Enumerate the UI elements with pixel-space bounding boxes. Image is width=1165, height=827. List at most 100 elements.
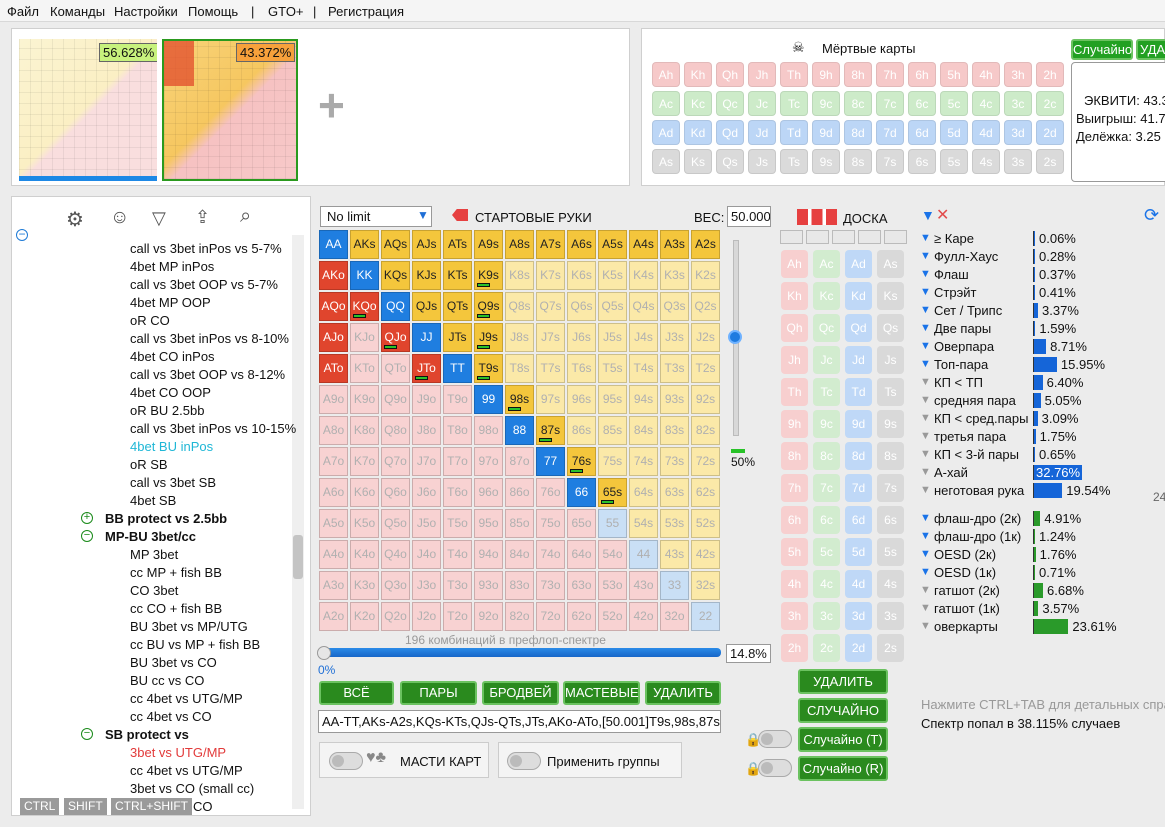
tree-item[interactable]: cc 4bet vs UTG/MP xyxy=(130,691,243,706)
board-card-5d[interactable]: 5d xyxy=(845,538,872,566)
filter-icon[interactable]: ▼ xyxy=(920,484,931,496)
filter-icon[interactable]: ▼ xyxy=(920,394,931,406)
hand-cell-T5s[interactable]: T5s xyxy=(598,354,627,383)
tree-item[interactable]: BU 3bet vs CO xyxy=(130,655,217,670)
board-card-Ac[interactable]: Ac xyxy=(813,250,840,278)
board-card-6c[interactable]: 6c xyxy=(813,506,840,534)
board-card-Ts[interactable]: Ts xyxy=(877,378,904,406)
hand-cell-93s[interactable]: 93s xyxy=(660,385,689,414)
board-card-Jh[interactable]: Jh xyxy=(781,346,808,374)
dead-card-Kc[interactable]: Kc xyxy=(684,91,712,116)
dead-card-Ad[interactable]: Ad xyxy=(652,120,680,145)
hand-cell-J2s[interactable]: J2s xyxy=(691,323,720,352)
hand-cell-J7o[interactable]: J7o xyxy=(412,447,441,476)
board-card-As[interactable]: As xyxy=(877,250,904,278)
board-card-3c[interactable]: 3c xyxy=(813,602,840,630)
hand-cell-32s[interactable]: 32s xyxy=(691,571,720,600)
board-card-Js[interactable]: Js xyxy=(877,346,904,374)
random-dead-button[interactable]: Случайно xyxy=(1071,39,1133,60)
hand-cell-43o[interactable]: 43o xyxy=(629,571,658,600)
hand-cell-KK[interactable]: KK xyxy=(350,261,379,290)
tree-item[interactable]: oR BU 2.5bb xyxy=(130,403,205,418)
hand-cell-K2s[interactable]: K2s xyxy=(691,261,720,290)
board-card-9h[interactable]: 9h xyxy=(781,410,808,438)
hand-cell-AKs[interactable]: AKs xyxy=(350,230,379,259)
filter-icon[interactable]: ▼ xyxy=(920,620,931,632)
filter-icon[interactable]: ▼ xyxy=(920,322,931,334)
hand-cell-66[interactable]: 66 xyxy=(567,478,596,507)
dead-card-3d[interactable]: 3d xyxy=(1004,120,1032,145)
hand-cell-KJs[interactable]: KJs xyxy=(412,261,441,290)
hand-cell-63o[interactable]: 63o xyxy=(567,571,596,600)
hand-cell-T3s[interactable]: T3s xyxy=(660,354,689,383)
dead-card-2d[interactable]: 2d xyxy=(1036,120,1064,145)
hand-cell-Q7o[interactable]: Q7o xyxy=(381,447,410,476)
hand-cell-KTs[interactable]: KTs xyxy=(443,261,472,290)
board-card-4h[interactable]: 4h xyxy=(781,570,808,598)
hand-cell-42o[interactable]: 42o xyxy=(629,602,658,631)
hand-cell-86o[interactable]: 86o xyxy=(505,478,534,507)
hand-cell-T8o[interactable]: T8o xyxy=(443,416,472,445)
filter-icon[interactable]: ▽ xyxy=(152,208,166,228)
hand-cell-J4s[interactable]: J4s xyxy=(629,323,658,352)
random-turn-button[interactable]: Случайно (T) xyxy=(798,727,888,752)
weight-input[interactable]: 50.000 xyxy=(727,206,771,227)
hand-cell-K7o[interactable]: K7o xyxy=(350,447,379,476)
board-card-7h[interactable]: 7h xyxy=(781,474,808,502)
filter-icon[interactable]: ▼ xyxy=(920,286,931,298)
hand-cell-JTs[interactable]: JTs xyxy=(443,323,472,352)
hand-cell-96s[interactable]: 96s xyxy=(567,385,596,414)
dead-card-4d[interactable]: 4d xyxy=(972,120,1000,145)
dead-card-As[interactable]: As xyxy=(652,149,680,174)
dead-card-Tc[interactable]: Tc xyxy=(780,91,808,116)
hand-cell-J8s[interactable]: J8s xyxy=(505,323,534,352)
tree-item[interactable]: MP-BU 3bet/cc xyxy=(105,529,197,544)
range-hslider-handle[interactable] xyxy=(317,646,331,660)
hand-cell-QTs[interactable]: QTs xyxy=(443,292,472,321)
hand-cell-A3o[interactable]: A3o xyxy=(319,571,348,600)
add-range-plus-icon[interactable]: + xyxy=(318,79,345,131)
hand-cell-T4s[interactable]: T4s xyxy=(629,354,658,383)
board-slot[interactable] xyxy=(858,230,881,244)
filter-icon[interactable]: ▼ xyxy=(920,512,931,524)
hand-cell-83o[interactable]: 83o xyxy=(505,571,534,600)
tree-item[interactable]: call vs 3bet inPos vs 10-15% xyxy=(130,421,297,436)
tree-item[interactable]: cc MP + fish BB xyxy=(130,565,222,580)
board-card-Qh[interactable]: Qh xyxy=(781,314,808,342)
board-card-5s[interactable]: 5s xyxy=(877,538,904,566)
hand-cell-75s[interactable]: 75s xyxy=(598,447,627,476)
tree-item[interactable]: 4bet MP OOP xyxy=(130,295,211,310)
dead-card-5h[interactable]: 5h xyxy=(940,62,968,87)
hand-cell-93o[interactable]: 93o xyxy=(474,571,503,600)
export-icon[interactable]: ⇪ xyxy=(195,207,211,227)
hand-cell-ATo[interactable]: ATo xyxy=(319,354,348,383)
hand-cell-A2o[interactable]: A2o xyxy=(319,602,348,631)
hand-cell-74s[interactable]: 74s xyxy=(629,447,658,476)
groups-toggle[interactable] xyxy=(507,752,541,770)
hand-cell-K9o[interactable]: K9o xyxy=(350,385,379,414)
board-card-8h[interactable]: 8h xyxy=(781,442,808,470)
hand-cell-A4o[interactable]: A4o xyxy=(319,540,348,569)
filter-icon[interactable]: ▼ xyxy=(920,602,931,614)
hand-cell-Q5s[interactable]: Q5s xyxy=(598,292,627,321)
dead-card-4c[interactable]: 4c xyxy=(972,91,1000,116)
filter-icon[interactable]: ▼ xyxy=(920,232,931,244)
dead-card-Qd[interactable]: Qd xyxy=(716,120,744,145)
hand-cell-K4o[interactable]: K4o xyxy=(350,540,379,569)
tree-item[interactable]: 4bet SB xyxy=(130,493,177,508)
board-clear-button[interactable]: УДАЛИТЬ xyxy=(798,669,888,694)
tree-item[interactable]: 4bet CO OOP xyxy=(130,385,211,400)
board-slot[interactable] xyxy=(780,230,803,244)
hand-cell-T2o[interactable]: T2o xyxy=(443,602,472,631)
hand-cell-K2o[interactable]: K2o xyxy=(350,602,379,631)
hand-cell-Q2o[interactable]: Q2o xyxy=(381,602,410,631)
hand-cell-73o[interactable]: 73o xyxy=(536,571,565,600)
hand-cell-94s[interactable]: 94s xyxy=(629,385,658,414)
dead-card-4s[interactable]: 4s xyxy=(972,149,1000,174)
dead-card-7s[interactable]: 7s xyxy=(876,149,904,174)
hand-cell-86s[interactable]: 86s xyxy=(567,416,596,445)
hand-cell-J8o[interactable]: J8o xyxy=(412,416,441,445)
board-card-6d[interactable]: 6d xyxy=(845,506,872,534)
board-card-Th[interactable]: Th xyxy=(781,378,808,406)
dead-card-3c[interactable]: 3c xyxy=(1004,91,1032,116)
